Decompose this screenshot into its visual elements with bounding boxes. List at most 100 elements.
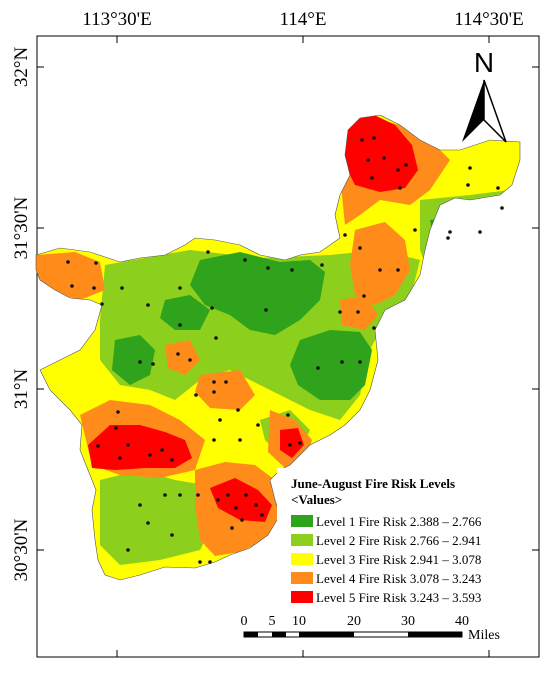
sample-point <box>188 358 192 362</box>
legend-label: Level 3 Fire Risk 2.941 – 3.078 <box>316 552 481 567</box>
sample-point <box>126 548 130 552</box>
sample-point <box>260 513 264 517</box>
sample-point <box>468 166 472 170</box>
sample-point <box>92 286 96 290</box>
sample-point <box>256 423 260 427</box>
sample-point <box>286 413 290 417</box>
scale-label: 40 <box>455 614 469 629</box>
sample-point <box>478 230 482 234</box>
sample-point <box>243 258 247 262</box>
sample-point <box>240 518 244 522</box>
sample-point <box>448 230 452 234</box>
sample-point <box>370 176 374 180</box>
sample-point <box>210 306 214 310</box>
sample-point <box>500 206 504 210</box>
longitude-label: 114°30'E <box>454 9 523 30</box>
sample-point <box>198 560 202 564</box>
sample-point <box>94 261 98 265</box>
scale-label: 0 <box>241 614 248 629</box>
sample-point <box>264 308 268 312</box>
sample-point <box>372 136 376 140</box>
sample-point <box>362 294 366 298</box>
sample-point <box>194 393 198 397</box>
zone-level4 <box>36 252 105 300</box>
sample-point <box>266 266 270 270</box>
zone-level1 <box>430 215 480 255</box>
sample-point <box>404 163 408 167</box>
sample-point <box>238 438 242 442</box>
sample-point <box>146 303 150 307</box>
zone-level2 <box>100 470 215 565</box>
legend-swatch <box>291 553 313 565</box>
sample-point <box>413 228 417 232</box>
sample-point <box>151 362 155 366</box>
sample-point <box>358 360 362 364</box>
zone-level5 <box>210 478 272 522</box>
longitude-label: 113°30'E <box>82 9 151 30</box>
zone-level1 <box>160 295 210 330</box>
scale-label: 20 <box>347 614 361 629</box>
sample-point <box>138 503 142 507</box>
legend-box <box>277 468 529 608</box>
sample-point <box>170 533 174 537</box>
sample-point <box>496 186 500 190</box>
sample-point <box>244 493 248 497</box>
frame-ticks <box>37 36 539 657</box>
map-frame <box>36 35 540 658</box>
sample-point <box>196 493 200 497</box>
sample-point <box>466 183 470 187</box>
latitude-label: 30°30'N <box>11 518 32 581</box>
sample-point <box>116 410 120 414</box>
zone-level5 <box>88 425 192 470</box>
sample-point <box>396 168 400 172</box>
sample-point <box>316 366 320 370</box>
sample-point <box>298 441 302 445</box>
zone-level4 <box>195 370 255 410</box>
legend-label: Level 2 Fire Risk 2.766 – 2.941 <box>316 533 481 548</box>
sample-points <box>66 136 504 564</box>
sample-point <box>146 521 150 525</box>
sample-point <box>138 360 142 364</box>
sample-point <box>372 326 376 330</box>
scale-unit: Miles <box>468 628 500 643</box>
sample-point <box>216 498 220 502</box>
sample-point <box>96 444 100 448</box>
sample-point <box>218 418 222 422</box>
sample-point <box>176 352 180 356</box>
sample-point <box>338 310 342 314</box>
sample-point <box>398 186 402 190</box>
zone-level5 <box>345 115 418 192</box>
legend-swatch <box>291 534 313 546</box>
sample-point <box>212 438 216 442</box>
sample-point <box>446 236 450 240</box>
sample-point <box>126 443 130 447</box>
sample-point <box>340 360 344 364</box>
latitude-label: 31°30'N <box>11 196 32 259</box>
sample-point <box>224 380 228 384</box>
sample-point <box>212 390 216 394</box>
sample-point <box>178 323 182 327</box>
sample-point <box>170 458 174 462</box>
sample-point <box>206 250 210 254</box>
sample-point <box>212 380 216 384</box>
sample-point <box>100 302 104 306</box>
sample-point <box>396 268 400 272</box>
sample-point <box>148 453 152 457</box>
sample-point <box>236 408 240 412</box>
scale-label: 5 <box>269 614 276 629</box>
legend-subtitle: <Values> <box>291 492 342 507</box>
zone-level4 <box>165 340 200 375</box>
sample-point <box>163 493 167 497</box>
sample-point <box>290 268 294 272</box>
sample-point <box>114 426 118 430</box>
zone-level1 <box>190 252 325 335</box>
scale-bar: 0 5 10 20 30 40 Miles <box>241 614 500 643</box>
zone-level4 <box>350 222 410 305</box>
region-outline <box>35 114 521 581</box>
latitude-label: 32°N <box>11 47 32 88</box>
legend-label: Level 4 Fire Risk 3.078 – 3.243 <box>316 571 481 586</box>
sample-point <box>343 233 347 237</box>
sample-point <box>66 260 70 264</box>
sample-point <box>230 526 234 530</box>
